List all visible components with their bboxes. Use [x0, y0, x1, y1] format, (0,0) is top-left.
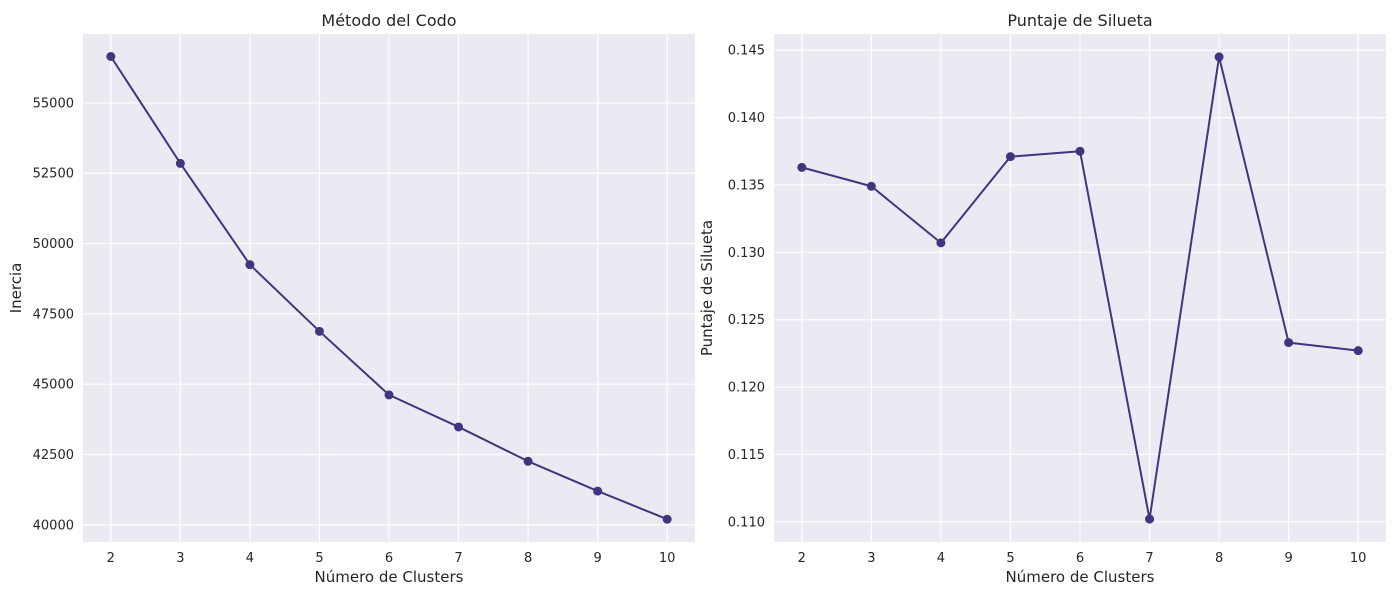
elbow-y-tick-label: 40000	[33, 518, 74, 533]
elbow-y-tick-label: 47500	[33, 307, 74, 322]
silhouette-y-tick-label: 0.130	[728, 246, 765, 261]
elbow-data-point	[454, 422, 464, 432]
elbow-x-tick-label: 2	[107, 551, 115, 566]
silhouette-y-tick-label: 0.140	[728, 111, 765, 126]
elbow-x-tick-label: 8	[524, 551, 532, 566]
silhouette-data-point	[866, 181, 876, 191]
elbow-data-point	[384, 390, 394, 400]
elbow-x-tick-label: 9	[593, 551, 601, 566]
silhouette-grid	[774, 34, 1386, 542]
silhouette-x-tick-label: 8	[1215, 551, 1223, 566]
silhouette-y-tick-label: 0.125	[728, 313, 765, 328]
elbow-x-tick-label: 5	[315, 551, 323, 566]
elbow-data-point	[175, 158, 185, 168]
elbow-x-tick-label: 3	[176, 551, 184, 566]
silhouette-y-tick-label: 0.145	[728, 44, 765, 59]
silhouette-x-tick-label: 10	[1350, 551, 1367, 566]
silhouette-x-tick-label: 7	[1145, 551, 1153, 566]
elbow-y-tick-label: 55000	[33, 96, 74, 111]
elbow-data-point	[314, 326, 324, 336]
silhouette-chart: 2 3 4 5 6 7 8 9 10 0.110 0.115 0.120 0.125 0.130 0.135…	[698, 11, 1386, 586]
elbow-chart: 2 3 4 5 6 7 8 9 10 40000 42500 45000 47500 50000 52500…	[7, 11, 695, 586]
silhouette-data-point	[1353, 346, 1363, 356]
silhouette-y-tick-label: 0.135	[728, 178, 765, 193]
silhouette-x-tick-label: 9	[1284, 551, 1292, 566]
silhouette-data-point	[1214, 52, 1224, 62]
silhouette-x-axis-label: Número de Clusters	[1006, 568, 1155, 586]
silhouette-data-point	[797, 162, 807, 172]
elbow-x-tick-label: 10	[659, 551, 676, 566]
elbow-y-axis-label: Inercia	[7, 263, 25, 314]
silhouette-data-point	[936, 238, 946, 248]
silhouette-x-tick-label: 3	[867, 551, 875, 566]
elbow-data-point	[245, 260, 255, 270]
silhouette-x-tick-label: 4	[937, 551, 945, 566]
elbow-y-tick-label: 50000	[33, 237, 74, 252]
silhouette-y-tick-label: 0.115	[728, 448, 765, 463]
elbow-x-axis-label: Número de Clusters	[315, 568, 464, 586]
elbow-x-tick-label: 6	[385, 551, 393, 566]
elbow-y-tick-label: 45000	[33, 378, 74, 393]
silhouette-data-point	[1145, 514, 1155, 524]
silhouette-x-tick-label: 5	[1006, 551, 1014, 566]
silhouette-x-tick-label: 6	[1076, 551, 1084, 566]
elbow-y-tick-label: 52500	[33, 167, 74, 182]
silhouette-chart-title: Puntaje de Silueta	[1007, 11, 1152, 30]
elbow-chart-title: Método del Codo	[321, 11, 456, 30]
elbow-data-point	[523, 456, 533, 466]
silhouette-y-tick-label: 0.120	[728, 381, 765, 396]
silhouette-data-point	[1005, 152, 1015, 162]
elbow-x-tick-label: 4	[246, 551, 254, 566]
elbow-data-point	[106, 52, 116, 62]
elbow-x-tick-label: 7	[454, 551, 462, 566]
elbow-grid	[83, 34, 695, 542]
elbow-y-tick-label: 42500	[33, 448, 74, 463]
silhouette-y-axis-label: Puntaje de Silueta	[698, 220, 716, 356]
elbow-data-point	[593, 486, 603, 496]
silhouette-data-point	[1075, 146, 1085, 156]
silhouette-y-tick-label: 0.110	[728, 515, 765, 530]
silhouette-x-tick-label: 2	[798, 551, 806, 566]
elbow-data-point	[662, 514, 672, 524]
silhouette-data-point	[1284, 338, 1294, 348]
